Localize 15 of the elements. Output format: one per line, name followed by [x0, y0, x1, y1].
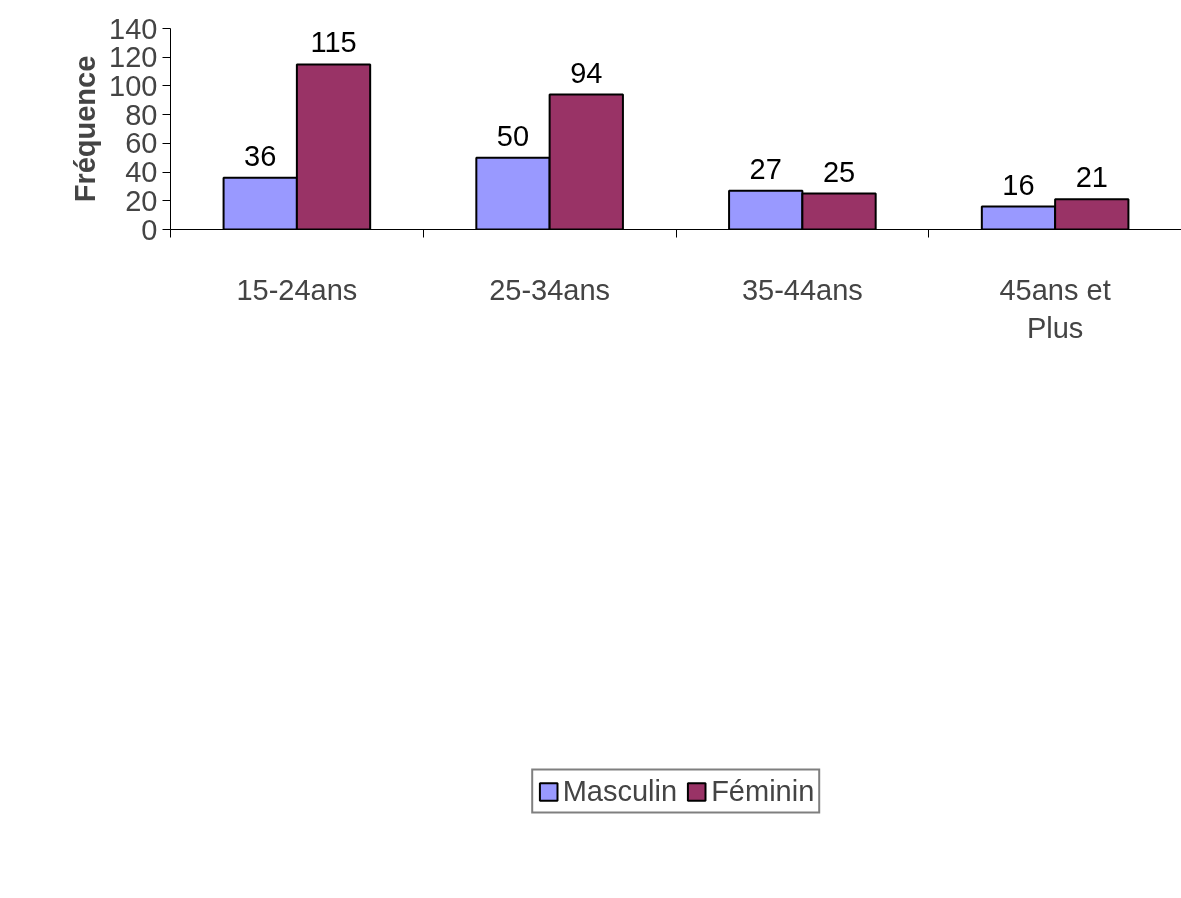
legend-label: Masculin — [562, 774, 678, 808]
data-label: 27 — [749, 152, 782, 185]
x-tick-label: 25-34ans — [489, 273, 611, 306]
data-label: 16 — [1002, 168, 1035, 201]
data-label: 115 — [310, 26, 357, 59]
x-tick-label: 35-44ans — [741, 273, 863, 306]
data-label: 36 — [244, 139, 277, 172]
data-label: 25 — [822, 155, 856, 188]
x-tick-label: 15-24ans — [236, 273, 358, 306]
data-label: 50 — [496, 119, 530, 152]
y-axis-title: Fréquence — [69, 55, 102, 203]
data-label: 94 — [570, 56, 603, 89]
data-label: 21 — [1075, 161, 1108, 194]
legend-label: Féminin — [711, 774, 815, 808]
x-tick-label: 45ans et Plus — [999, 273, 1111, 344]
